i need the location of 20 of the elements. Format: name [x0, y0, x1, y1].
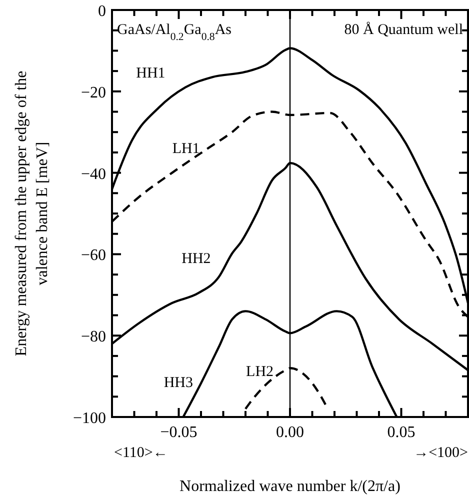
series-label: LH1 — [172, 140, 200, 157]
y-tick-label: 0 — [98, 3, 106, 20]
text: <110>← — [114, 445, 168, 461]
y-tick-label: −80 — [80, 328, 106, 346]
text: →<100> — [414, 445, 468, 461]
x-tick-label: 0.00 — [276, 424, 304, 441]
y-axis-title: Energy measured from the upper edge of the valence band E [meV] — [13, 70, 51, 356]
y-tick-label: −40 — [80, 166, 106, 183]
annotation: GaAs/Al$_{0.2}$Ga$_{0.8}$As — [117, 22, 232, 43]
series-label: LH2 — [246, 364, 274, 380]
annotation: 80 Å Quantum well — [344, 21, 463, 38]
series-label: HH1 — [136, 66, 166, 82]
y-tick-label: −60 — [80, 247, 106, 264]
y-tick-label: −100 — [72, 410, 106, 427]
x-tick-label: −0.05 — [160, 424, 198, 441]
x-axis-title: Normalized wave number k/(2π/a) — [180, 478, 400, 495]
series-label: HH3 — [164, 375, 193, 392]
y-tick-label: −20 — [80, 84, 106, 102]
series-label: HH2 — [182, 250, 211, 267]
x-tick-label: 0.05 — [387, 424, 416, 441]
